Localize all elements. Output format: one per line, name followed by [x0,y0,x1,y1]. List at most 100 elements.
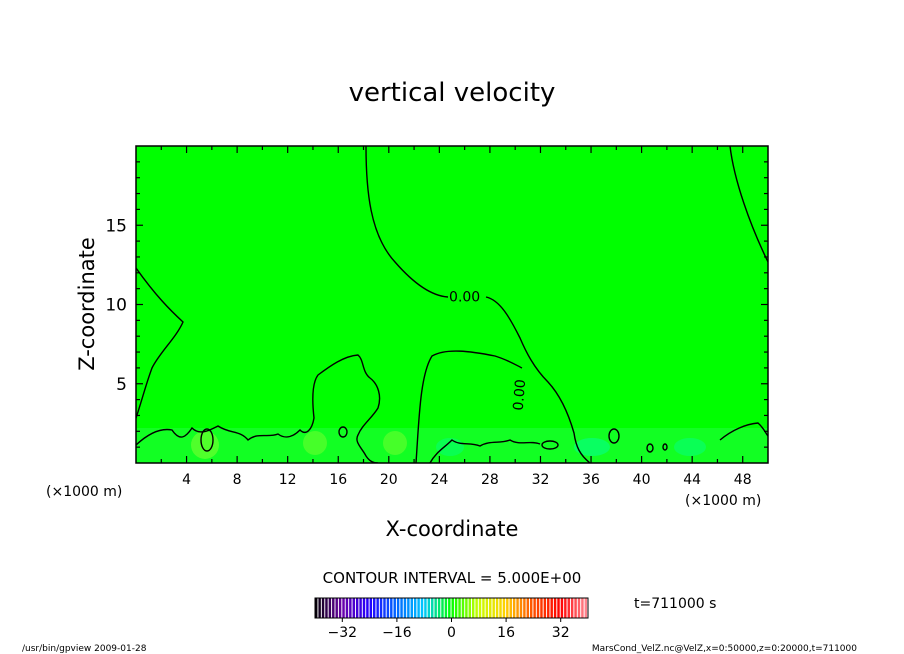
colorbar-cell [396,598,400,618]
chart-title: vertical velocity [349,78,556,108]
x-tick-label: 40 [633,472,651,488]
y-axis-label: Z-coordinate [75,237,99,371]
colorbar-cell [420,598,424,618]
colorbar-cell [386,598,390,618]
x-tick-label: 32 [532,472,550,488]
colorbar-cell [427,598,431,618]
colorbar-cell [444,598,448,618]
colorbar-cell [550,598,553,618]
colorbar-cell [581,598,584,618]
colorbar-tick-label: 0 [447,625,456,641]
colorbar-cell [471,598,475,618]
colorbar-cell [540,598,543,618]
footer-left: /usr/bin/gpview 2009-01-28 [22,644,147,654]
colorbar-cell [369,598,373,618]
colorbar-cell [434,598,437,618]
colorbar-cell [451,598,454,618]
colorbar-cell [577,598,581,618]
colorbar-cell [355,598,359,618]
contour-line-left-lobe [136,267,184,419]
colorbar-cell [478,598,482,618]
colorbar-cell [328,598,332,618]
time-label: t=711000 s [634,596,716,612]
colorbar-cell [448,598,451,618]
plot-field [136,146,768,463]
colorbar-cell [390,598,393,618]
x-tick-label: 28 [481,472,499,488]
x-tick-label: 36 [582,472,600,488]
contour-line-upper-center [365,146,591,463]
colorbar-cell [468,598,472,618]
colorbar-cell [485,598,489,618]
contour-line-lower-left [136,354,381,463]
colorbar-cell [475,598,478,618]
contour-cell-3 [608,428,620,444]
colorbar-cell [519,598,523,618]
colorbar-cell [383,598,386,618]
y-tick-label: 5 [116,375,127,395]
colorbar-cell [536,598,540,618]
colorbar-cell [523,598,526,618]
colorbar-cell [567,598,570,618]
y-tick-label: 15 [105,216,127,236]
colorbar-cell [509,598,512,618]
x-axis-label: X-coordinate [386,517,519,541]
colorbar-cell [512,598,516,618]
colorbar-cell [359,598,362,618]
contour-line-right-stub [719,422,768,441]
colorbar-cell [516,598,519,618]
colorbar-cell [482,598,485,618]
y-tick-label: 10 [105,296,127,316]
colorbar-cell [332,598,335,618]
contour-cell-2 [338,426,348,438]
colorbar-cell [315,598,318,618]
colorbar-cell [349,598,352,618]
x-unit-left: (×1000 m) [46,484,122,500]
x-axis-ticks: 4 8 12 16 20 24 28 32 36 40 44 48 [160,146,752,488]
colorbar-cell [553,598,557,618]
colorbar-cell [338,598,342,618]
colorbar-cell [342,598,345,618]
x-unit-right: (×1000 m) [685,493,761,509]
colorbar-cell [403,598,407,618]
colorbar-tick-label: 32 [552,625,570,641]
footer-right: MarsCond_VelZ.nc@VelZ,x=0:50000,z=0:2000… [592,644,857,654]
y-axis-ticks: 5 10 15 [105,161,768,448]
colorbar-cell [362,598,366,618]
colorbar-cell [495,598,499,618]
colorbar-cell [393,598,396,618]
colorbar-cell [407,598,410,618]
x-tick-label: 44 [683,472,701,488]
colorbar-cell [417,598,420,618]
colorbar-cell [506,598,509,618]
colorbar-cell [335,598,338,618]
near-surface-band [136,428,768,463]
colorbar-tick-label: −32 [328,625,358,641]
x-tick-label: 20 [380,472,398,488]
contour-interval-label: CONTOUR INTERVAL = 5.000E+00 [323,569,582,587]
contour-cell-1 [200,428,214,452]
contour-cell-4 [646,443,654,453]
x-tick-label: 4 [182,472,191,488]
colorbar-cell [366,598,369,618]
colorbar-cell [413,598,417,618]
colorbar-cell [529,598,533,618]
colorbar-tick-label: 16 [497,625,515,641]
x-tick-label: 8 [233,472,242,488]
colorbar-cell [431,598,434,618]
colorbar-cell [321,598,325,618]
x-tick-label: 12 [279,472,297,488]
contour-label: 0.00 [449,290,480,306]
colorbar-cell [492,598,495,618]
x-tick-label: 24 [430,472,448,488]
colorbar-cell [376,598,379,618]
contour-lines [136,146,768,463]
colorbar-cell [570,598,574,618]
colorbar-cell [345,598,349,618]
colorbar-cell [489,598,492,618]
contour-labels: 0.00 0.00 [449,290,529,412]
colorbar-cell [400,598,403,618]
contour-label: 0.00 [511,379,530,411]
contour-line-lower-mid [429,439,541,463]
